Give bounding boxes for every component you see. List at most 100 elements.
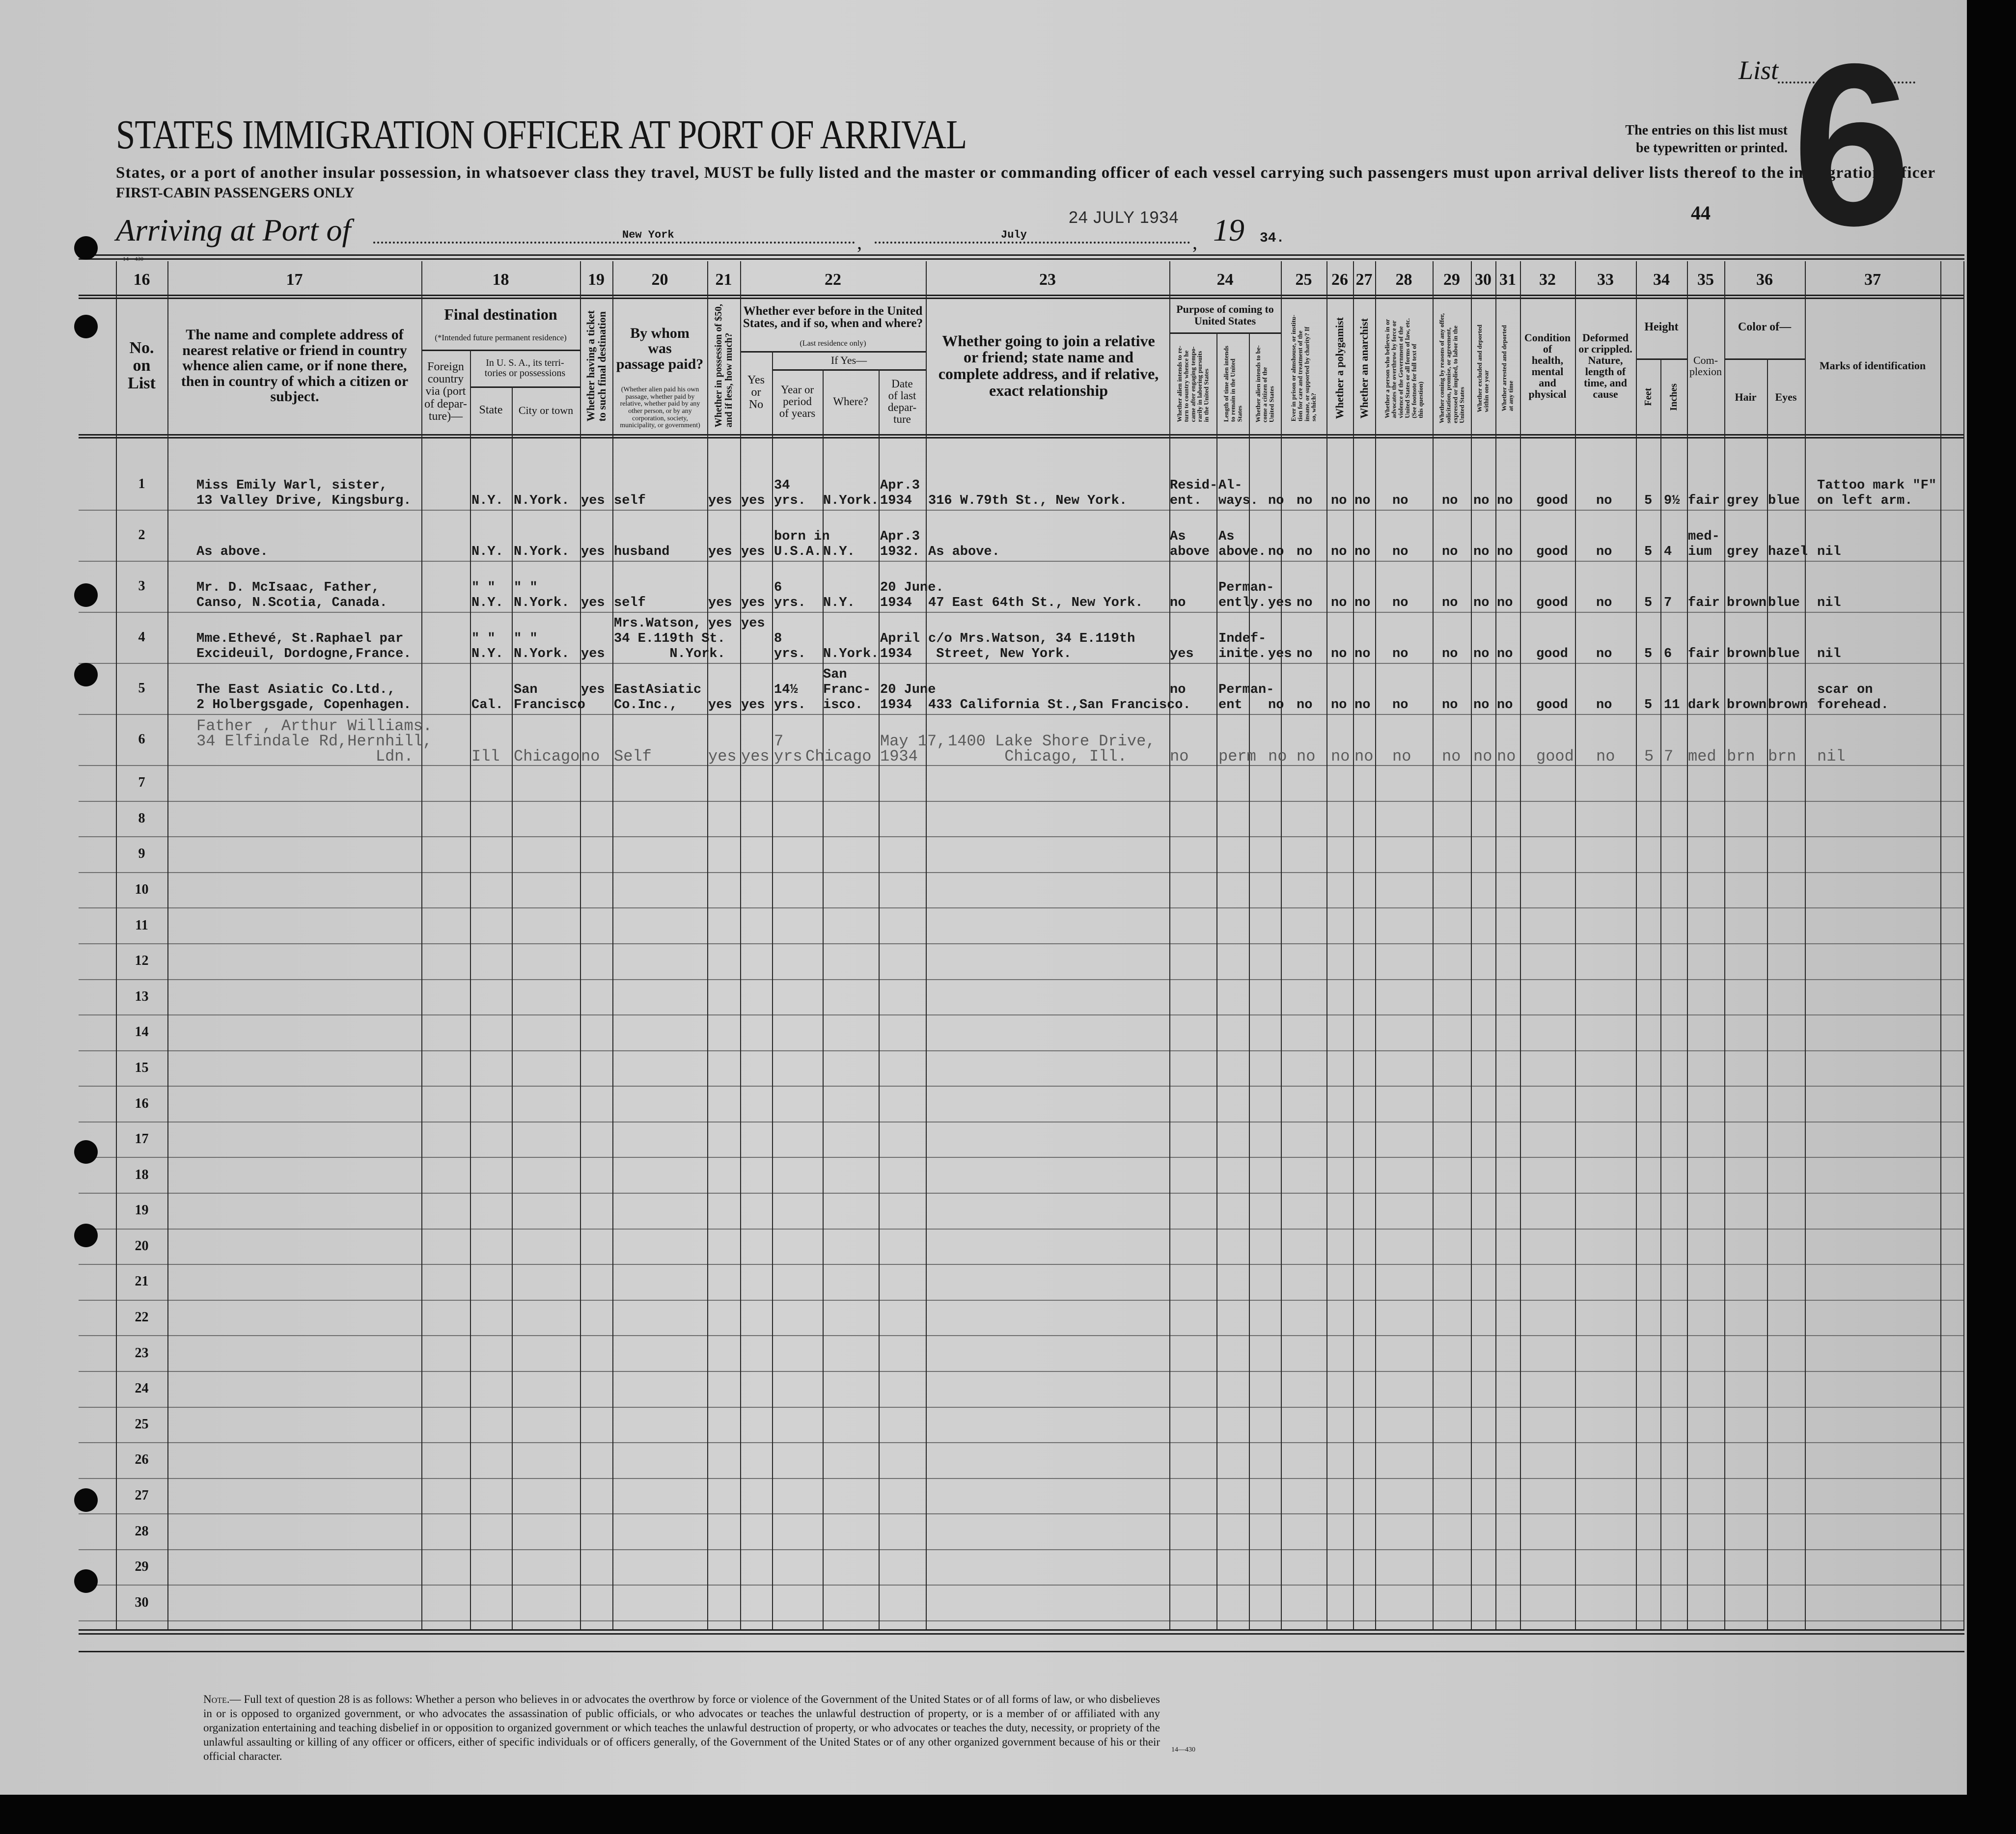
- cell-citizen: no: [1268, 493, 1284, 508]
- row-number: 16: [135, 1096, 149, 1111]
- header-label: Whether alien intends to be- come a citi…: [1254, 345, 1275, 423]
- row-line: [79, 1229, 1964, 1230]
- row-number: 17: [135, 1131, 149, 1147]
- header-health: Condition of health, mental and physical: [1520, 298, 1575, 434]
- column-number: 28: [1395, 271, 1412, 289]
- header-subrule: [1636, 358, 1687, 360]
- row-number: 20: [135, 1238, 149, 1254]
- cell-deformed: no: [1596, 647, 1612, 661]
- year-suffix: 34.: [1260, 231, 1285, 246]
- header-label: Eyes: [1775, 390, 1797, 403]
- cell-marks: nil: [1817, 647, 1841, 661]
- header-label: If Yes—: [830, 354, 867, 366]
- header-subrule: [1724, 358, 1805, 360]
- form-number-bottom: 14—430: [1171, 1746, 1195, 1753]
- column-rule: [421, 261, 422, 1629]
- cell-inches: 6: [1664, 647, 1672, 661]
- column-rule: [1169, 261, 1170, 1629]
- header-subrule: [740, 351, 926, 353]
- cell-eyes: brown: [1768, 698, 1808, 712]
- header-label: Deformed or crippled. Nature, length of …: [1578, 331, 1632, 401]
- cell-q29: no: [1442, 747, 1461, 766]
- column-rule: [1375, 261, 1376, 1629]
- punch-hole: [74, 1488, 98, 1512]
- cell-date: Apr.3 1934: [880, 478, 920, 508]
- header-label: Whether a person who believes in or advo…: [1383, 318, 1424, 418]
- cell-city: San Francisco: [514, 683, 585, 712]
- column-rule: [1353, 261, 1354, 1629]
- row-line: [79, 1407, 1964, 1408]
- row-line: [79, 836, 1964, 837]
- cell-citizen: yes: [1268, 596, 1292, 610]
- row-line: [79, 612, 1964, 613]
- cell-marks: nil: [1817, 747, 1846, 766]
- header-label: Yes or No: [747, 373, 765, 411]
- header-label: Year or period of years: [779, 383, 816, 420]
- table-rule: [79, 254, 1964, 256]
- cell-ticket: yes: [581, 493, 605, 508]
- column-number: 21: [715, 271, 732, 289]
- column-number: 30: [1475, 271, 1491, 289]
- cell-q31: no: [1497, 545, 1513, 559]
- header-before-in-us-note: (Last residence only): [740, 338, 926, 350]
- cell-deformed: no: [1596, 493, 1612, 508]
- cell-city: N.York.: [514, 493, 570, 508]
- header-label: Date of last depar- ture: [887, 377, 917, 426]
- header-city: City or town: [512, 386, 580, 434]
- cell-deformed: no: [1596, 596, 1612, 610]
- class-label: FIRST-CABIN PASSENGERS ONLY: [116, 185, 355, 201]
- cell-where: N.Y.: [823, 545, 855, 559]
- cell-before: yes: [741, 545, 765, 559]
- comma: ,: [857, 231, 862, 253]
- cell-state: Cal.: [471, 698, 503, 712]
- table-rule: [79, 298, 1964, 299]
- row-number: 29: [135, 1559, 149, 1574]
- header-contract-labor: Whether coming by reasons of any offer, …: [1433, 302, 1471, 434]
- cell-date: April 1934: [880, 631, 920, 661]
- header-purpose-return: Whether alien intends to re- turn to cou…: [1169, 334, 1216, 434]
- cell-eyes: blue: [1768, 647, 1800, 661]
- cell-city: N.York.: [514, 545, 570, 559]
- header-deformed: Deformed or crippled. Nature, length of …: [1575, 298, 1636, 434]
- header-label: Ever in prison or almshouse, or institu-…: [1290, 315, 1318, 422]
- cell-money: yes: [708, 493, 732, 508]
- cell-citizen: yes: [1268, 647, 1292, 661]
- punch-hole: [74, 236, 98, 260]
- row-number: 28: [135, 1524, 149, 1539]
- cell-q30: no: [1473, 698, 1490, 712]
- cell-where: N.Y.: [823, 596, 855, 610]
- header-label: State: [479, 403, 503, 416]
- cell-q30: no: [1473, 647, 1490, 661]
- header-prison: Ever in prison or almshouse, or institu-…: [1281, 302, 1326, 434]
- cell-q30: no: [1473, 747, 1492, 766]
- cell-years: 7 yrs: [774, 732, 802, 766]
- comma: ,: [1192, 231, 1197, 253]
- header-passage-paid-note: (Whether alien paid his own passage, whe…: [615, 383, 705, 433]
- cell-paid: self: [614, 493, 646, 508]
- header-before-in-us: Whether ever before in the United States…: [743, 297, 923, 338]
- punch-hole: [74, 315, 98, 338]
- cell-citizen: no: [1268, 747, 1287, 766]
- row-line: [79, 1585, 1964, 1586]
- column-rule: [116, 261, 117, 1629]
- header-label: Inches: [1668, 383, 1679, 411]
- cell-q29: no: [1442, 596, 1458, 610]
- header-label: (*Intended future permanent residence): [435, 333, 567, 343]
- column-rule: [1281, 261, 1282, 1629]
- column-rule: [1805, 261, 1806, 1629]
- subcolumn-rule: [879, 369, 880, 1629]
- cell-money: yes: [708, 747, 737, 766]
- row-number: 7: [138, 775, 145, 790]
- row-line: [79, 663, 1964, 664]
- row-line: [79, 1050, 1964, 1051]
- header-money: Whether in possession of $50, and if les…: [707, 298, 740, 434]
- cell-complexion: med: [1688, 747, 1716, 766]
- cell-q30: no: [1473, 545, 1490, 559]
- header-years: Year or period of years: [772, 369, 823, 434]
- punch-hole: [74, 583, 98, 607]
- cell-complexion: fair: [1688, 493, 1720, 508]
- instructions-text: States, or a port of another insular pos…: [116, 164, 1936, 182]
- column-number: 35: [1697, 271, 1714, 289]
- header-label: (Last residence only): [800, 339, 866, 348]
- column-number: 25: [1295, 271, 1312, 289]
